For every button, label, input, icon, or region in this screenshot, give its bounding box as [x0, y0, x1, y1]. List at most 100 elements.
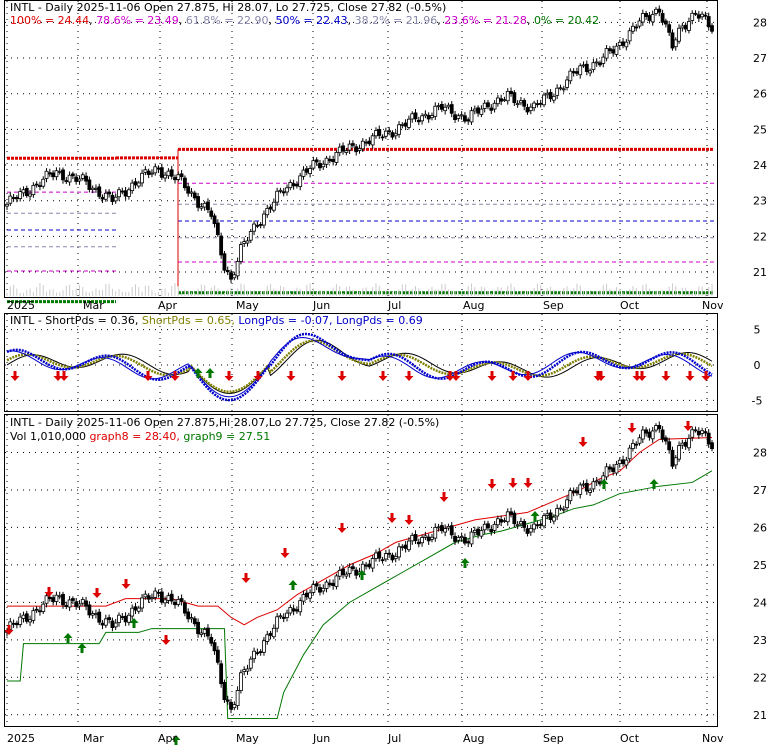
candle-body — [28, 619, 32, 623]
oscillator-panel-title: INTL - ShortPds = 0.36, ShortPds = 0.65,… — [10, 314, 423, 327]
candle-body — [499, 519, 504, 523]
candle-body — [133, 606, 138, 611]
candle-body — [324, 581, 329, 589]
candle-body — [640, 429, 645, 440]
candle-body — [232, 704, 237, 709]
candle-body — [347, 143, 352, 151]
candle-body — [113, 622, 118, 628]
candle-body — [18, 191, 23, 199]
y-tick-label: 25 — [753, 559, 767, 572]
sell-arrow — [578, 437, 588, 447]
candle-body — [591, 481, 596, 490]
candle-body — [555, 508, 560, 517]
candle-body — [38, 610, 42, 613]
sell-arrow — [661, 371, 671, 381]
candle-body — [206, 627, 210, 637]
candle-body — [476, 107, 480, 114]
candle-body — [156, 591, 161, 594]
x-tick-label: Mar — [83, 732, 104, 745]
candle-body — [301, 594, 306, 602]
candle-body — [117, 189, 121, 198]
candle-body — [222, 682, 227, 701]
sell-arrow — [224, 371, 234, 381]
candle-body — [87, 604, 92, 616]
candle-body — [627, 447, 632, 460]
sell-arrow — [143, 371, 153, 381]
candle-body — [492, 102, 497, 110]
sell-arrow — [487, 479, 497, 489]
candle-body — [136, 182, 141, 187]
candle-body — [680, 25, 685, 29]
buy-arrow — [205, 368, 215, 378]
candle-body — [87, 179, 92, 190]
candle-body — [110, 194, 115, 202]
candle-body — [97, 611, 102, 623]
buy-arrow — [460, 558, 470, 568]
candle-body — [179, 173, 184, 178]
candle-body — [239, 672, 243, 691]
candle-body — [288, 607, 293, 614]
candle-body — [344, 150, 349, 153]
candle-body — [235, 261, 240, 277]
candle-body — [420, 115, 424, 122]
candle-body — [268, 206, 273, 210]
buy-arrow — [193, 368, 203, 378]
candle-body — [370, 135, 375, 146]
candle-body — [436, 526, 441, 529]
candle-body — [476, 528, 480, 536]
sell-arrow — [53, 371, 63, 381]
candle-body — [278, 615, 283, 618]
candle-body — [535, 524, 540, 527]
candle-body — [624, 41, 629, 48]
candle-body — [611, 49, 616, 54]
sell-arrow — [337, 371, 347, 381]
candle-body — [387, 130, 392, 133]
candle-body — [502, 99, 507, 102]
candle-body — [522, 520, 527, 528]
price-panel-title: INTL - Daily 2025-11-06 Open 27.875, Hi … — [10, 1, 446, 14]
candle-body — [472, 108, 477, 112]
sell-arrow — [44, 587, 54, 597]
candle-body — [153, 590, 158, 598]
sell-arrow — [439, 492, 449, 502]
x-tick-label: Jun — [312, 732, 330, 745]
candle-body — [285, 612, 289, 618]
candle-body — [453, 114, 457, 120]
candle-body — [545, 92, 550, 96]
candle-body — [354, 146, 359, 153]
candle-body — [18, 616, 23, 625]
candle-body — [268, 632, 273, 636]
candle-body — [314, 159, 319, 163]
candle-body — [673, 39, 678, 48]
candle-body — [295, 184, 299, 187]
candle-body — [5, 203, 9, 207]
candle-body — [133, 181, 138, 186]
x-tick-label: Jul — [387, 299, 401, 312]
buy-arrow — [530, 511, 540, 521]
candle-body — [189, 617, 194, 620]
candle-body — [588, 489, 593, 493]
graph9-line — [7, 470, 713, 720]
candle-body — [41, 603, 46, 612]
y-tick-label: 24 — [753, 159, 767, 172]
candle-body — [426, 114, 431, 120]
candle-body — [505, 511, 510, 523]
candle-body — [680, 442, 685, 446]
candle-body — [696, 430, 701, 436]
candle-body — [525, 107, 530, 113]
candle-body — [80, 174, 85, 179]
candle-body — [136, 607, 141, 612]
longpds-line-1 — [6, 332, 713, 402]
candle-body — [202, 202, 207, 208]
candle-body — [351, 143, 355, 146]
candle-body — [28, 193, 32, 197]
candle-body — [159, 167, 164, 178]
candle-body — [324, 157, 329, 165]
candle-body — [667, 24, 672, 33]
x-tick-label: 2025 — [7, 732, 35, 745]
candle-body — [163, 599, 168, 604]
candle-body — [271, 627, 276, 638]
candle-body — [687, 438, 691, 449]
candle-body — [604, 466, 609, 478]
candle-body — [393, 133, 398, 137]
